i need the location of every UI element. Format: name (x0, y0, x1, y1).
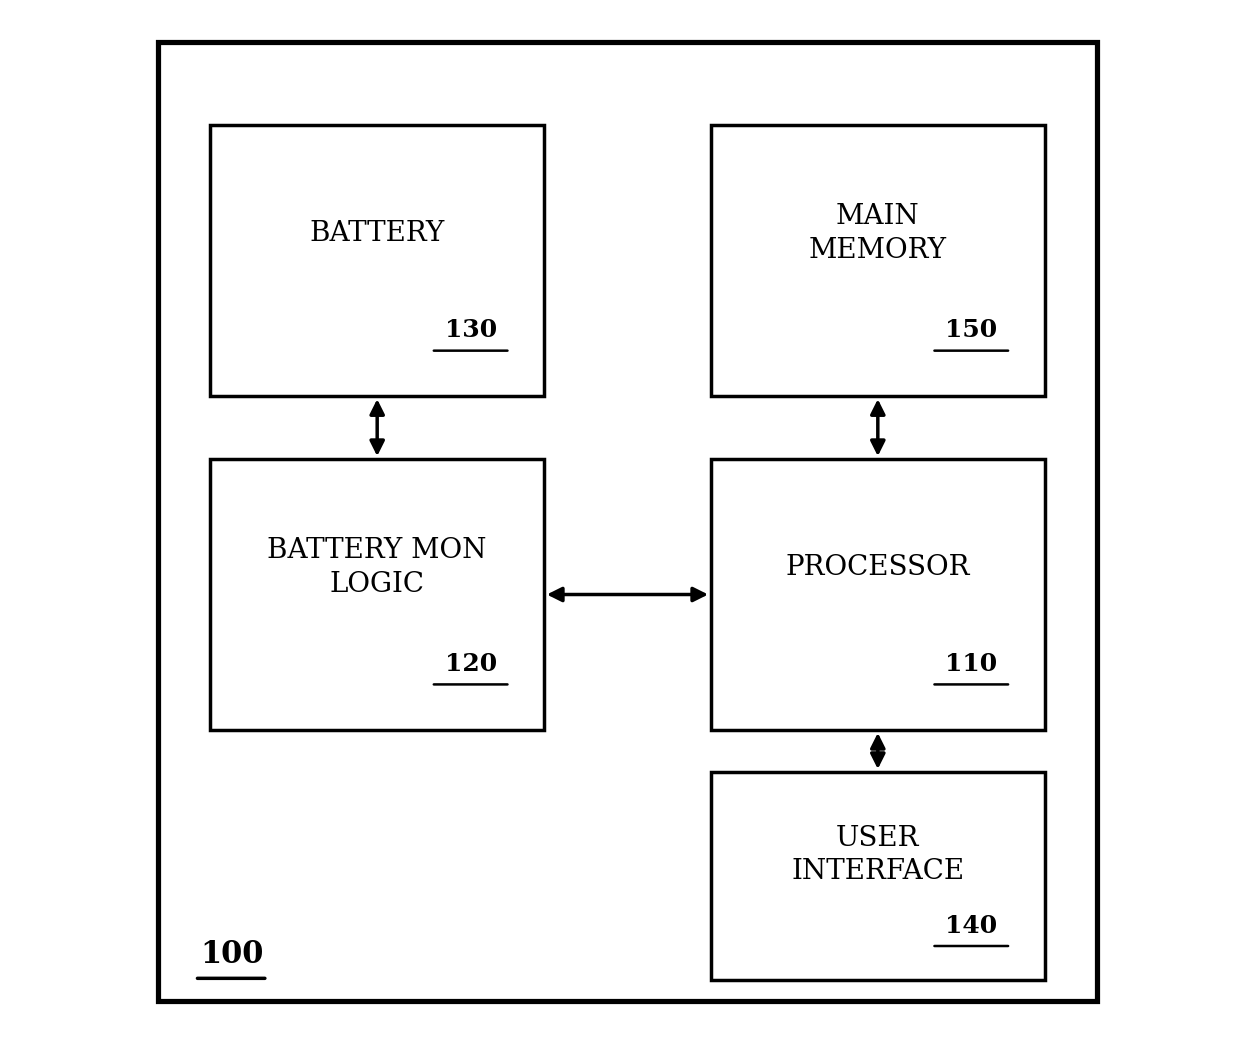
Text: 150: 150 (945, 318, 998, 342)
FancyBboxPatch shape (211, 125, 545, 396)
FancyBboxPatch shape (710, 772, 1044, 980)
Text: 130: 130 (444, 318, 497, 342)
Text: MAIN
MEMORY: MAIN MEMORY (808, 203, 946, 264)
Text: USER
INTERFACE: USER INTERFACE (791, 825, 964, 886)
Text: 120: 120 (444, 652, 497, 676)
Text: 140: 140 (945, 914, 998, 938)
Text: 110: 110 (945, 652, 998, 676)
Text: BATTERY MON
LOGIC: BATTERY MON LOGIC (267, 537, 487, 598)
Text: 100: 100 (200, 939, 264, 970)
FancyBboxPatch shape (710, 459, 1044, 730)
Text: BATTERY: BATTERY (310, 220, 444, 247)
FancyBboxPatch shape (211, 459, 545, 730)
Text: PROCESSOR: PROCESSOR (786, 554, 970, 581)
FancyBboxPatch shape (158, 42, 1097, 1001)
FancyBboxPatch shape (710, 125, 1044, 396)
